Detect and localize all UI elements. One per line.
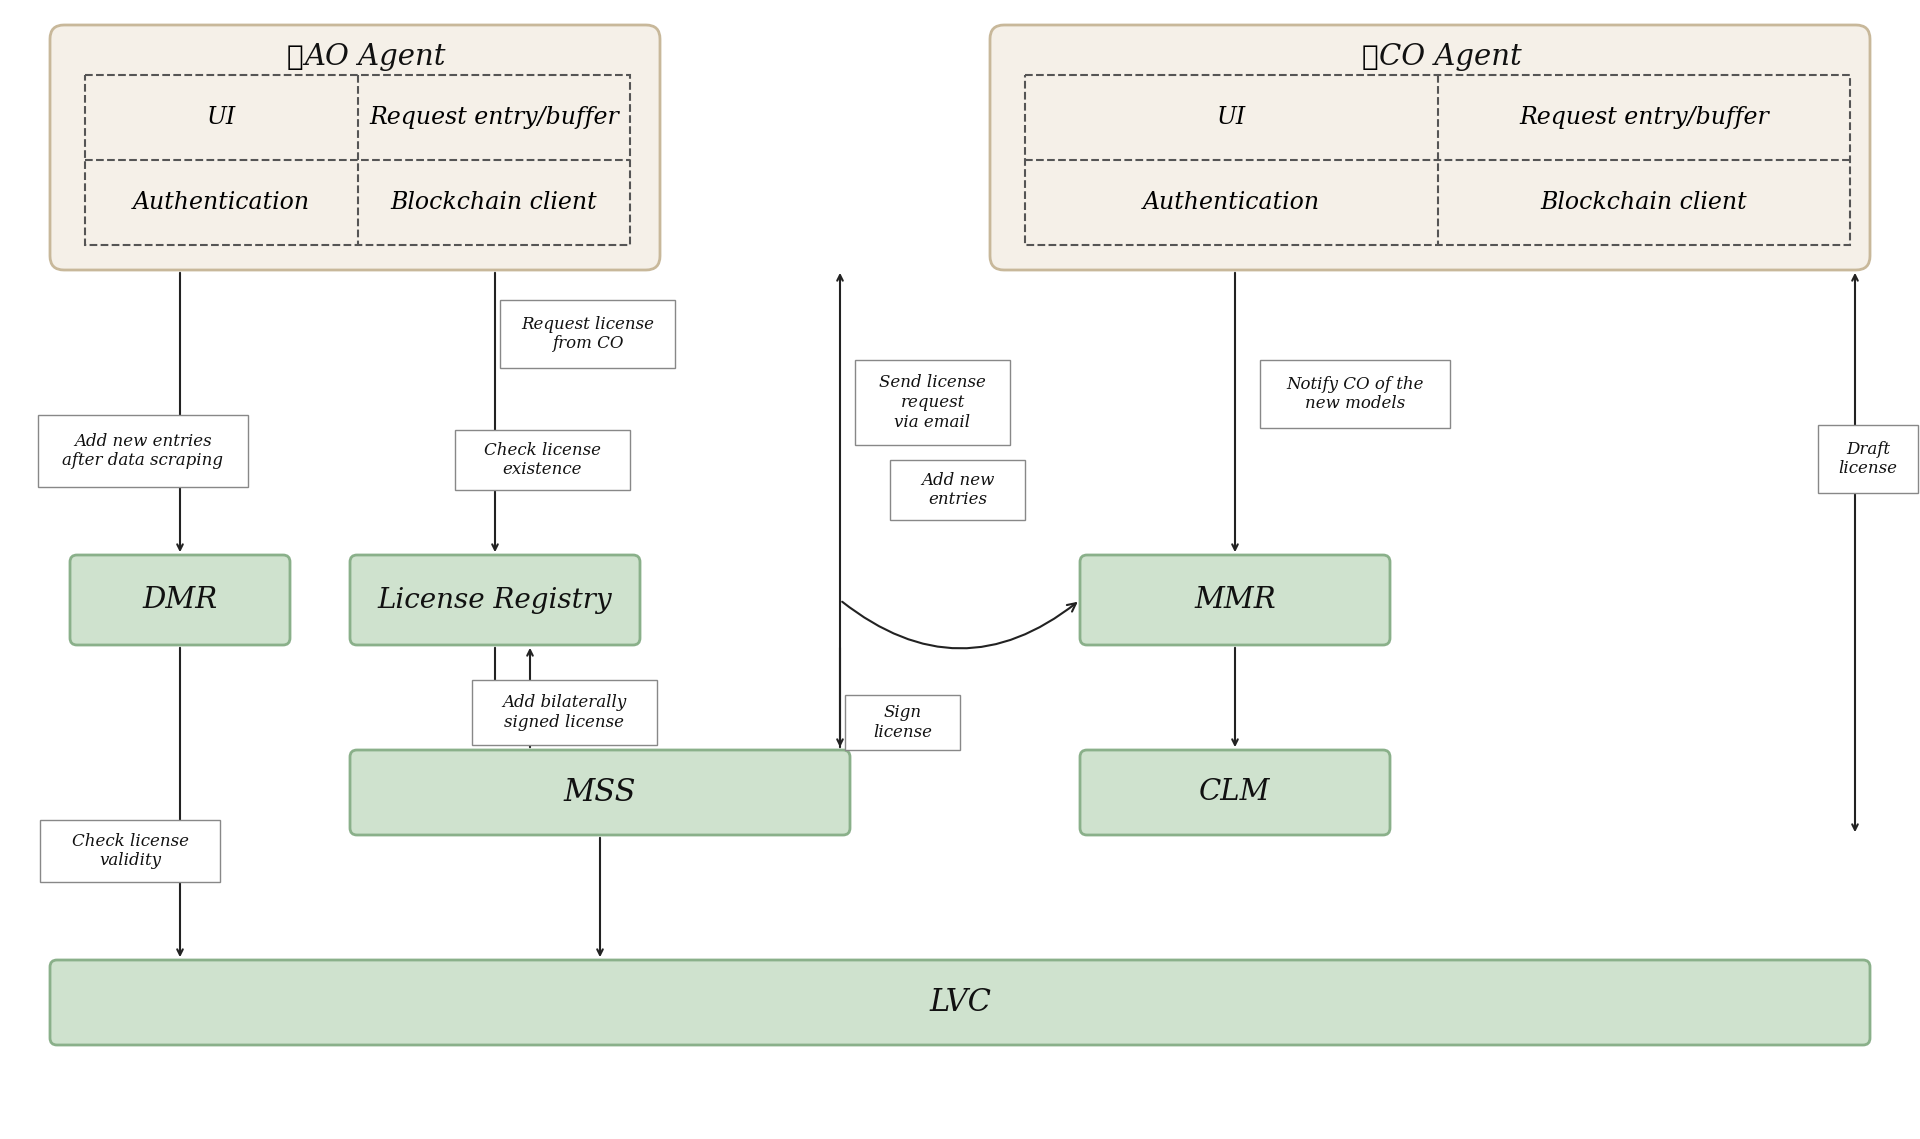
Text: CO Agent: CO Agent bbox=[1379, 43, 1521, 71]
Text: 🏛: 🏛 bbox=[1361, 43, 1379, 71]
Text: Authentication: Authentication bbox=[132, 191, 309, 214]
Bar bbox=[854, 360, 1010, 445]
Text: DMR: DMR bbox=[142, 585, 217, 614]
Text: Send license
request
via email: Send license request via email bbox=[879, 375, 987, 431]
Bar bbox=[455, 431, 630, 490]
Text: Add new entries
after data scraping: Add new entries after data scraping bbox=[63, 433, 223, 469]
Bar bbox=[40, 820, 221, 882]
Text: Authentication: Authentication bbox=[1142, 191, 1319, 214]
FancyBboxPatch shape bbox=[349, 749, 851, 835]
Text: Request license
from CO: Request license from CO bbox=[520, 316, 655, 352]
FancyBboxPatch shape bbox=[1079, 555, 1390, 645]
Bar bbox=[891, 460, 1025, 521]
Text: Add new
entries: Add new entries bbox=[922, 472, 995, 508]
Bar bbox=[38, 415, 248, 487]
Text: Request entry/buffer: Request entry/buffer bbox=[1519, 106, 1768, 129]
Text: CLM: CLM bbox=[1200, 778, 1271, 806]
Text: License Registry: License Registry bbox=[378, 587, 612, 614]
Text: Notify CO of the
new models: Notify CO of the new models bbox=[1286, 376, 1425, 412]
Bar bbox=[845, 695, 960, 749]
Text: Sign
license: Sign license bbox=[874, 704, 931, 740]
Text: Draft
license: Draft license bbox=[1839, 441, 1897, 477]
Text: Check license
validity: Check license validity bbox=[71, 833, 188, 869]
Text: LVC: LVC bbox=[929, 988, 991, 1018]
Text: MMR: MMR bbox=[1194, 585, 1275, 614]
Text: Blockchain client: Blockchain client bbox=[390, 191, 597, 214]
Bar bbox=[472, 680, 657, 745]
Text: Request entry/buffer: Request entry/buffer bbox=[369, 106, 618, 129]
Text: 🏛: 🏛 bbox=[286, 43, 303, 71]
FancyBboxPatch shape bbox=[991, 25, 1870, 270]
Text: UI: UI bbox=[207, 106, 236, 129]
FancyBboxPatch shape bbox=[50, 960, 1870, 1044]
Text: AO Agent: AO Agent bbox=[303, 43, 445, 71]
FancyBboxPatch shape bbox=[69, 555, 290, 645]
FancyArrowPatch shape bbox=[843, 601, 1075, 648]
FancyBboxPatch shape bbox=[1079, 749, 1390, 835]
Bar bbox=[499, 300, 676, 368]
Bar bbox=[1818, 425, 1918, 493]
Text: Blockchain client: Blockchain client bbox=[1540, 191, 1747, 214]
Bar bbox=[1025, 75, 1851, 245]
Text: Check license
existence: Check license existence bbox=[484, 442, 601, 478]
FancyBboxPatch shape bbox=[349, 555, 639, 645]
Bar bbox=[84, 75, 630, 245]
FancyBboxPatch shape bbox=[50, 25, 660, 270]
Text: UI: UI bbox=[1217, 106, 1246, 129]
Text: MSS: MSS bbox=[564, 777, 636, 808]
Bar bbox=[1260, 360, 1450, 428]
Text: Add bilaterally
signed license: Add bilaterally signed license bbox=[503, 694, 626, 731]
